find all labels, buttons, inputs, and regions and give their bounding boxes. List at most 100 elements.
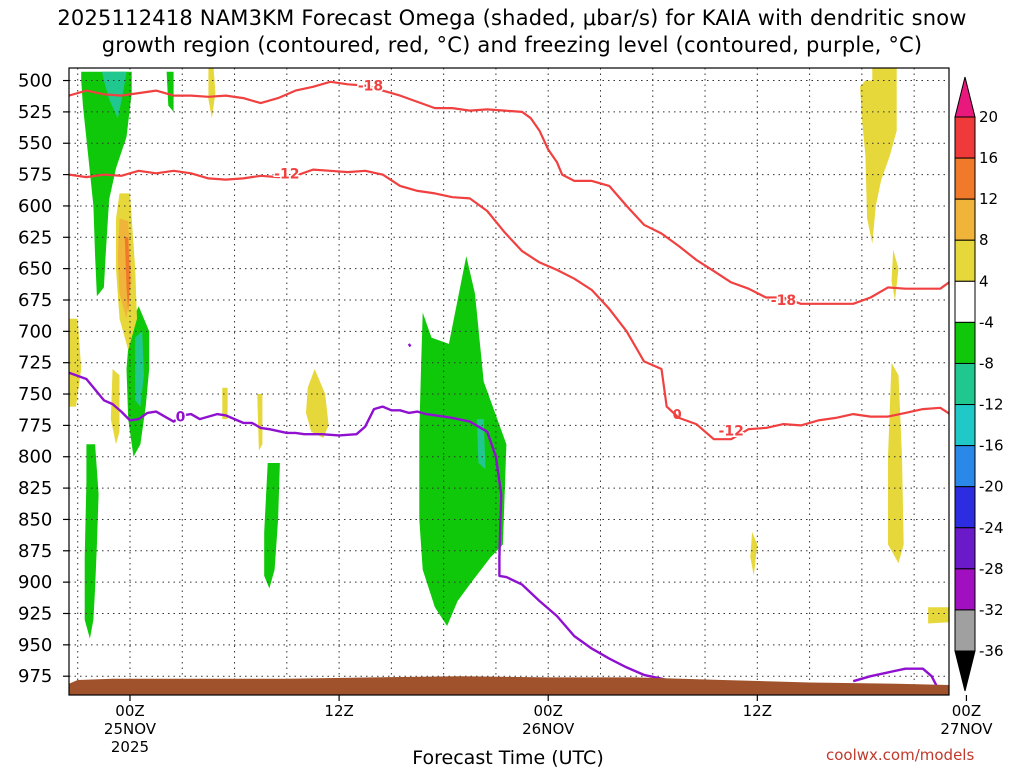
y-tick-label: 675 — [18, 290, 52, 311]
contour-labels: -18 -18 -12 -12 0 0 — [174, 77, 797, 441]
colorbar-swatch — [954, 321, 976, 364]
omega-region-22 — [928, 607, 949, 624]
y-tick-label: 500 — [18, 71, 52, 92]
y-tick-label: 950 — [18, 635, 52, 656]
omega-region-16 — [222, 387, 228, 420]
omega-region-19 — [891, 249, 899, 300]
colorbar-level-label: -28 — [979, 560, 1004, 578]
colorbar-swatch — [954, 404, 976, 447]
y-tick-label: 750 — [18, 384, 52, 405]
colorbar-level-label: -20 — [979, 478, 1004, 496]
site-credit: coolwx.com/models — [826, 746, 975, 764]
temp-contour-label: -18 — [771, 293, 796, 309]
x-tick-year-label: 2025 — [111, 738, 149, 756]
omega-region-0 — [81, 71, 132, 297]
colorbar-level-label: -32 — [979, 601, 1004, 619]
colorbar-swatch — [954, 445, 976, 488]
omega-region-15 — [306, 369, 329, 438]
colorbar-level-label: 16 — [979, 149, 998, 167]
omega-region-21 — [750, 532, 758, 576]
freezing-level-contour-1 — [852, 667, 938, 687]
omega-region-6 — [264, 463, 280, 589]
x-tick-date-label: 26NOV — [522, 720, 575, 738]
y-tick-label: 600 — [18, 196, 52, 217]
y-tick-label: 900 — [18, 572, 52, 593]
x-tick-date-label: 25NOV — [104, 720, 157, 738]
y-tick-label: 725 — [18, 353, 52, 374]
x-tick-label: 00Z — [534, 702, 563, 720]
y-tick-label: 875 — [18, 541, 52, 562]
chart-title-line1: 2025112418 NAM3KM Forecast Omega (shaded… — [57, 6, 967, 30]
colorbar-swatch — [954, 239, 976, 282]
colorbar-level-label: -24 — [979, 519, 1004, 537]
plot-frame — [68, 67, 950, 696]
freezing-level-label: 0 — [176, 410, 186, 426]
colorbar-swatch — [954, 157, 976, 200]
y-tick-label: 525 — [18, 102, 52, 123]
omega-region-20 — [888, 362, 904, 564]
colorbar-swatch — [954, 362, 976, 406]
y-tick-label: 850 — [18, 509, 52, 530]
omega-region-14 — [208, 68, 216, 119]
y-axis: 500 525 550 575 600 625 650 675 700 725 750 775 800 8… — [18, 71, 69, 687]
x-tick-label: 00Z — [115, 702, 144, 720]
temp-contour-12 — [69, 168, 949, 441]
colorbar-swatch — [954, 198, 976, 241]
temp-contour-label: -12 — [719, 423, 744, 439]
colorbar-level-label: 12 — [979, 190, 998, 208]
y-tick-label: 625 — [18, 227, 52, 248]
freezing-level-contour-0 — [69, 371, 671, 683]
x-tick-label: 12Z — [743, 702, 772, 720]
x-tick-label: 00Z — [952, 702, 981, 720]
y-tick-label: 775 — [18, 415, 52, 436]
x-tick-label: 12Z — [324, 702, 353, 720]
colorbar-level-label: -16 — [979, 437, 1004, 455]
y-tick-label: 700 — [18, 321, 52, 342]
colorbar-bottom-arrow — [954, 650, 976, 692]
colorbar-level-label: -8 — [979, 354, 994, 372]
omega-shading-layer — [69, 68, 949, 639]
chart-title-line2: growth region (contoured, red, °C) and f… — [101, 33, 923, 57]
ground-surface-fill — [69, 676, 949, 695]
ground-surface — [69, 676, 949, 695]
omega-region-2 — [84, 444, 99, 639]
omega-region-18 — [860, 68, 897, 244]
colorbar-level-label: 4 — [979, 272, 989, 290]
omega-region-8 — [476, 419, 486, 470]
colorbar-swatch — [954, 280, 976, 323]
colorbar-swatch — [954, 486, 976, 529]
colorbar-swatch — [954, 609, 976, 652]
temp-contour-label: -12 — [274, 166, 299, 182]
y-tick-label: 800 — [18, 447, 52, 468]
y-tick-label: 550 — [18, 133, 52, 154]
y-tick-label: 925 — [18, 603, 52, 624]
y-tick-label: 825 — [18, 478, 52, 499]
colorbar-swatch — [954, 116, 976, 159]
colorbar-swatch — [954, 568, 976, 611]
temp-contour-label: -18 — [358, 79, 383, 95]
freezing-level-contours — [69, 343, 938, 687]
y-tick-label: 650 — [18, 259, 52, 280]
x-axis-title: Forecast Time (UTC) — [412, 747, 603, 768]
colorbar-top-arrow — [954, 76, 976, 118]
grid-lines — [69, 68, 949, 695]
temp-contour-18 — [69, 80, 949, 305]
omega-region-12 — [124, 237, 130, 313]
temp-marker-label: 0 — [673, 408, 682, 423]
colorbar-level-label: -12 — [979, 396, 1004, 414]
omega-region-5 — [166, 71, 174, 112]
temperature-contours — [69, 80, 949, 441]
omega-region-7 — [419, 256, 507, 626]
colorbar: 20 16 12 8 4 -4 -8 -12 -16 -20 -24 -28 -32 -36 — [954, 76, 1004, 692]
freezing-level-contour-2 — [407, 343, 412, 348]
colorbar-swatch — [954, 527, 976, 570]
colorbar-level-label: 8 — [979, 231, 989, 249]
colorbar-level-label: -36 — [979, 642, 1004, 660]
y-tick-label: 975 — [18, 666, 52, 687]
omega-region-4 — [135, 331, 144, 407]
colorbar-level-label: 20 — [979, 108, 998, 126]
colorbar-level-label: -4 — [979, 313, 994, 331]
omega-region-17 — [257, 394, 263, 451]
